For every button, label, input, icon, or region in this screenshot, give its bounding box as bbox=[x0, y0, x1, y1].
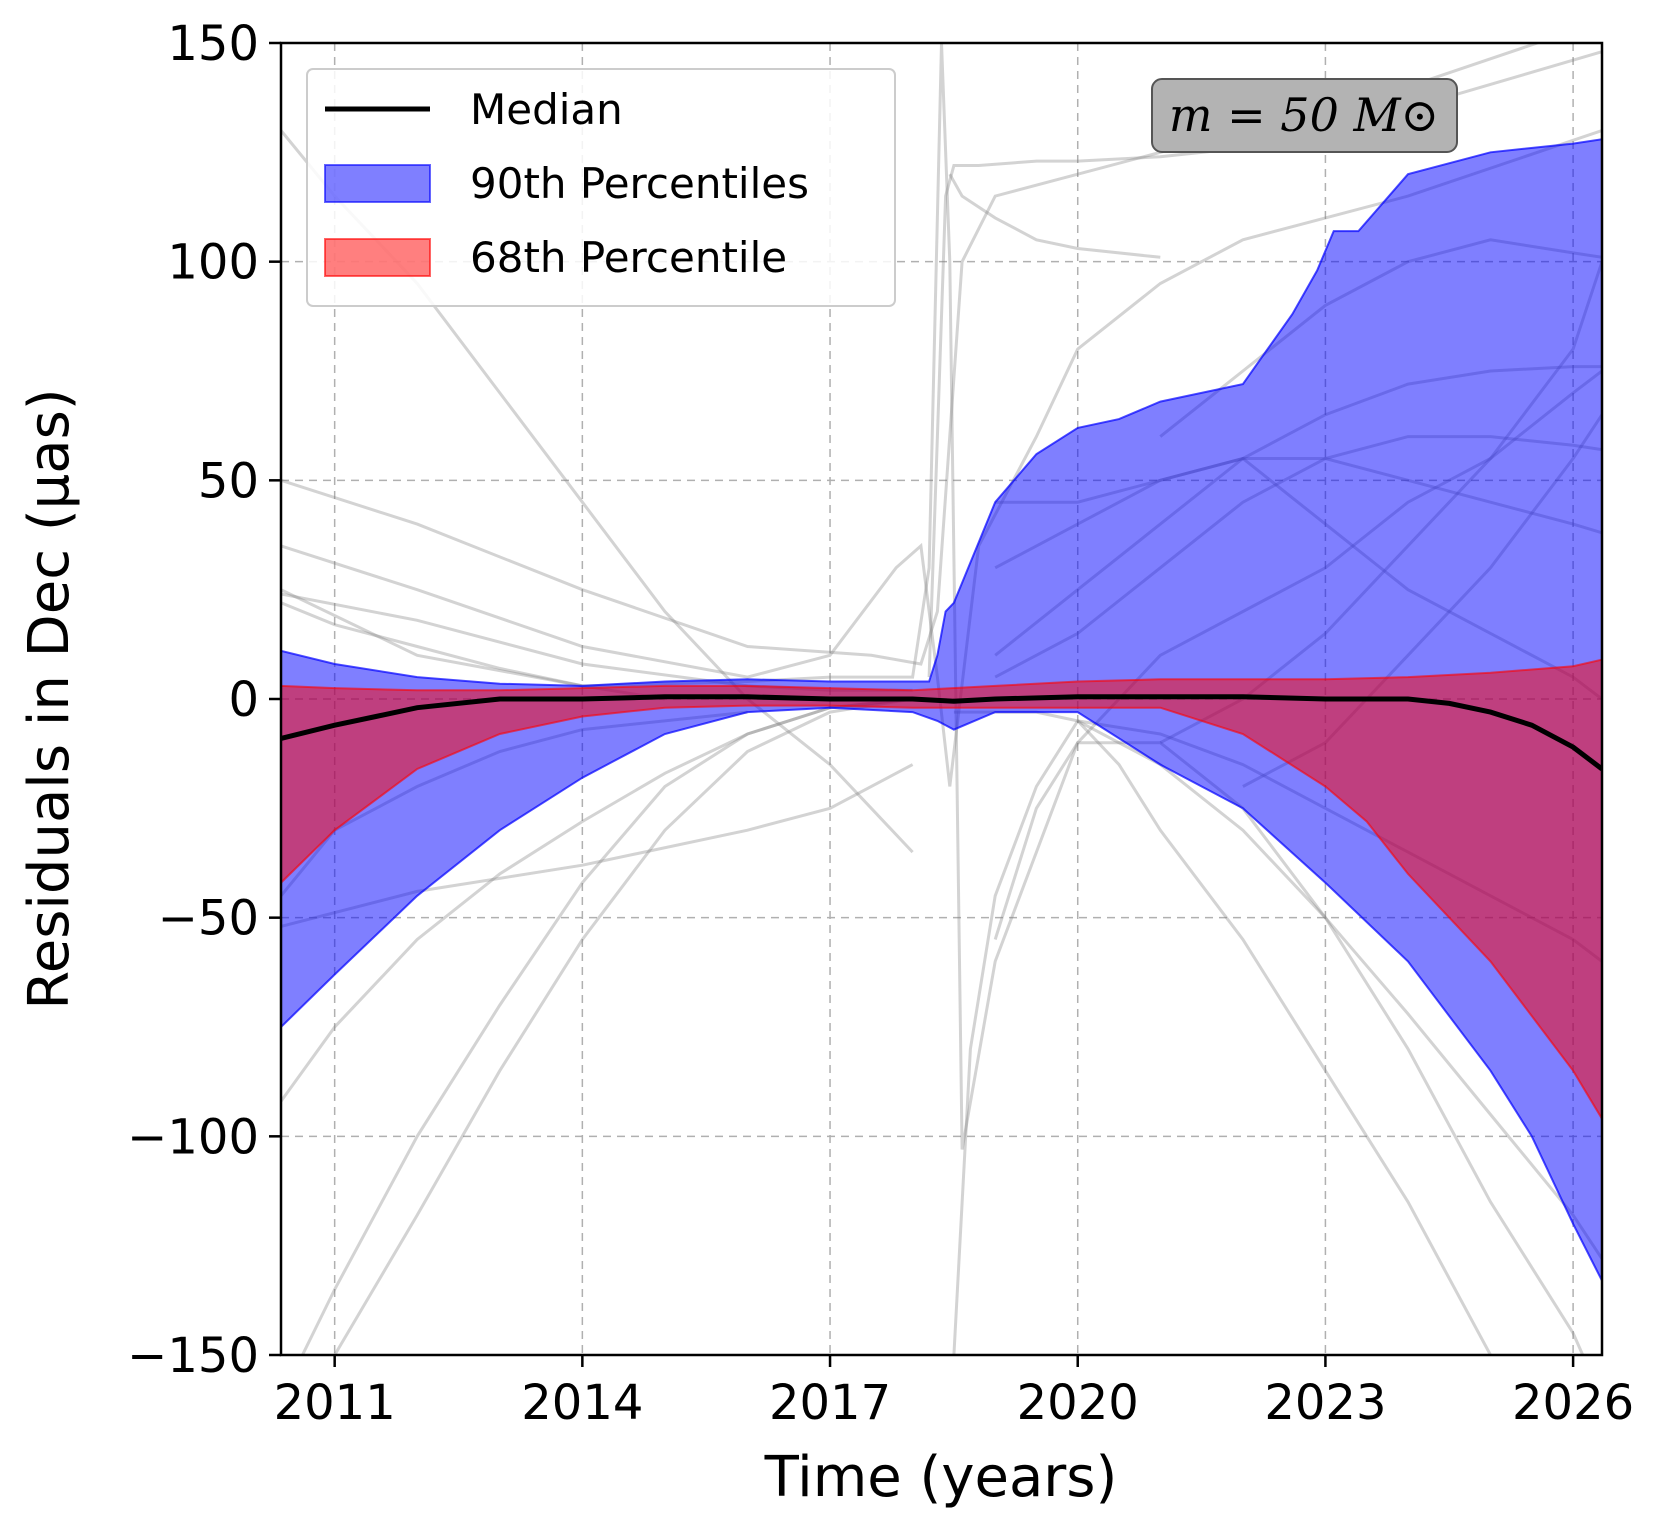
legend-label-68th: 68th Percentile bbox=[470, 233, 787, 282]
legend-68th-swatch bbox=[324, 238, 431, 277]
y-tick-label: −50 bbox=[158, 891, 259, 947]
y-tick-label: 0 bbox=[228, 672, 259, 728]
band-90th-percentiles bbox=[281, 138, 1602, 1282]
plot-area bbox=[281, 43, 1602, 1355]
sample-curve-12 bbox=[993, 741, 1585, 1355]
annotation-text: m = 50 M⊙ bbox=[1169, 88, 1439, 142]
sample-curve-7 bbox=[281, 697, 913, 1103]
legend-frame bbox=[306, 68, 896, 307]
y-tick-label: 150 bbox=[167, 16, 259, 72]
sample-curve-11 bbox=[953, 710, 1493, 1355]
y-tick-label: 50 bbox=[198, 453, 259, 509]
x-tick-label: 2026 bbox=[1512, 1375, 1634, 1431]
y-axis-title: Residuals in Dec (μas) bbox=[17, 388, 82, 1009]
sample-curve-13 bbox=[1076, 719, 1602, 1260]
x-tick-label: 2023 bbox=[1264, 1375, 1386, 1431]
x-tick-label: 2011 bbox=[274, 1375, 396, 1431]
y-tick-label: 100 bbox=[167, 235, 259, 291]
legend-label-median: Median bbox=[470, 85, 623, 134]
x-tick-label: 2017 bbox=[769, 1375, 891, 1431]
y-tick-label: −100 bbox=[127, 1109, 259, 1165]
x-axis-title: Time (years) bbox=[764, 1445, 1118, 1510]
axis-ticks bbox=[269, 41, 1575, 1367]
sample-curve-5 bbox=[948, 173, 1161, 259]
sample-curve-9 bbox=[332, 697, 913, 1355]
legend: Median 90th Percentiles 68th Percentile bbox=[306, 68, 896, 307]
sample-curve-6 bbox=[300, 697, 913, 1355]
annotation-box bbox=[1151, 78, 1458, 153]
axis-tick-labels: 2011 2014 2017 2020 2023 2026 −150 −100 −50 0 50 10… bbox=[127, 16, 1634, 1431]
y-tick-label: −150 bbox=[127, 1328, 259, 1384]
x-tick-label: 2020 bbox=[1017, 1375, 1139, 1431]
sample-curve-2 bbox=[281, 129, 1602, 787]
x-tick-label: 2014 bbox=[521, 1375, 643, 1431]
legend-label-90th: 90th Percentiles bbox=[470, 159, 809, 208]
sample-curve-10 bbox=[952, 720, 1079, 1355]
mass-annotation: m = 50 M⊙ bbox=[1151, 78, 1458, 153]
legend-90th-swatch bbox=[324, 164, 431, 203]
median-line bbox=[281, 694, 1602, 771]
